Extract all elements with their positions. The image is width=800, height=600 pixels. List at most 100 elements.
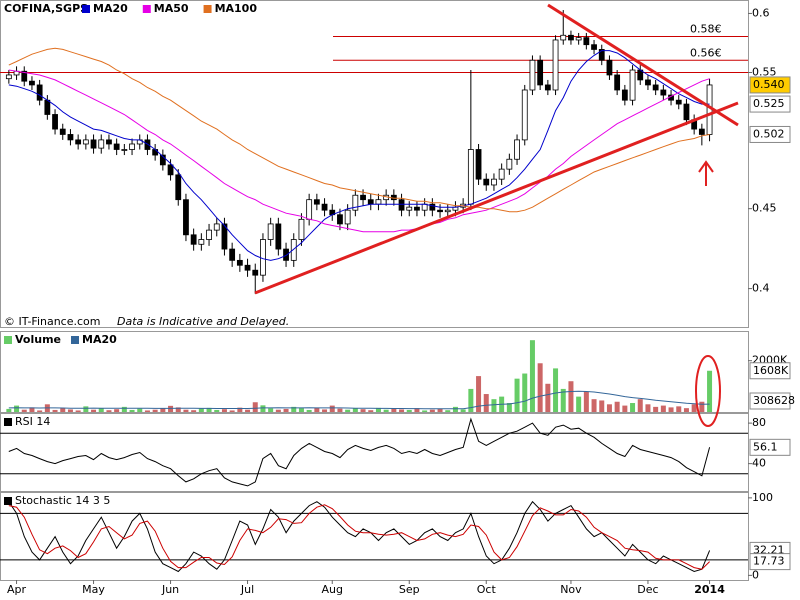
x-tick-label: 2014 (694, 583, 725, 596)
volume-bar (29, 407, 35, 412)
volume-bar (406, 409, 412, 412)
candle-body (267, 223, 274, 240)
volume-bar (637, 399, 643, 412)
volume-bar (514, 378, 520, 412)
volume-bar (452, 406, 458, 412)
y-tick-label: 0.45 (752, 202, 777, 215)
candle-body (491, 178, 497, 186)
legend-label: MA20 (93, 2, 128, 15)
volume-bar (429, 409, 435, 412)
resistance-trendline (547, 3, 739, 127)
volume-bar (676, 406, 682, 412)
volume-bar (306, 409, 312, 412)
candle-body (514, 139, 520, 160)
candle-body (375, 199, 382, 205)
candle-body (421, 203, 428, 211)
y-tick-label: 80 (752, 416, 766, 429)
y-tick-label: 40 (752, 457, 766, 470)
volume-bar (329, 405, 335, 412)
volume-bar (322, 409, 328, 412)
candle-body (144, 139, 151, 150)
price-panel-frame (0, 0, 749, 328)
candle-body (544, 84, 551, 91)
candle-body (59, 128, 66, 135)
ma-last-label: 0.502 (753, 127, 785, 140)
volume-bar (553, 368, 559, 412)
candle-body (437, 209, 443, 213)
volume-bar (260, 405, 266, 412)
candle-body (675, 99, 682, 105)
volume-bar (191, 410, 197, 412)
candle-body (506, 158, 513, 170)
candle-body (82, 139, 89, 145)
volume-bar (345, 409, 351, 412)
candle-body (260, 239, 266, 276)
candle-body (236, 259, 243, 266)
y-tick-label: 100 (752, 491, 773, 504)
candle-body (306, 199, 313, 220)
panel-title: Volume (15, 333, 61, 346)
legend-swatch (4, 497, 12, 505)
volume-bar (129, 409, 135, 412)
volume-bar (314, 407, 320, 412)
candle-body (629, 69, 636, 101)
volume-bar (214, 409, 220, 412)
volume-bar (491, 399, 497, 412)
indicator-line (8, 504, 710, 570)
volume-ma-last-label: 308628 (753, 394, 795, 407)
candle-body (98, 139, 105, 149)
candle-body (21, 70, 28, 82)
candle-body (352, 194, 359, 211)
volume-bar (622, 405, 628, 412)
volume-bar (606, 404, 612, 412)
candle-body (321, 203, 328, 211)
candle-body (190, 234, 197, 245)
ma-last-label-box (749, 95, 791, 113)
volume-bar (614, 401, 620, 412)
legend-swatch (142, 5, 151, 13)
candle-body (591, 44, 597, 50)
y-tick-label: 0 (752, 568, 759, 581)
volume-bar (168, 405, 174, 412)
candle-body (683, 103, 690, 121)
candle-body (313, 199, 320, 205)
indicator-last-label: 56.1 (753, 440, 778, 453)
candle-body (36, 84, 43, 101)
legend-swatch (82, 5, 90, 13)
candle-body (183, 199, 189, 236)
candle-body (337, 214, 343, 225)
candle-body (529, 59, 536, 91)
panel-title: Stochastic 14 3 5 (15, 494, 110, 507)
volume-bar (268, 408, 274, 412)
volume-bar (591, 399, 597, 412)
candle-body (498, 168, 505, 180)
candle-body (521, 89, 528, 141)
legend-label: MA20 (82, 333, 117, 346)
volume-bar (14, 405, 20, 412)
panel-title: RSI 14 (15, 415, 50, 428)
volume-ma-last-label-box (749, 392, 791, 410)
legend-swatch (203, 5, 212, 13)
chart-note: © IT-Finance.com (4, 315, 101, 328)
volume-bar (283, 408, 289, 412)
ma-last-label: 0.525 (753, 97, 785, 110)
volume-highlight (695, 355, 721, 427)
candle-body (621, 89, 628, 101)
candle-body (229, 248, 236, 261)
chart-note: Data is Indicative and Delayed. (117, 315, 289, 328)
x-tick-label: May (82, 583, 105, 596)
volume-bar (198, 408, 204, 412)
candle-body (568, 34, 574, 41)
volume-bar (707, 370, 713, 412)
candle-body (244, 264, 251, 271)
volume-bar (337, 408, 343, 412)
indicator-line (8, 417, 711, 487)
candle-body (698, 128, 705, 135)
candle-body (475, 149, 482, 180)
volume-bar (245, 409, 251, 412)
candle-body (614, 74, 621, 91)
x-tick-label: Nov (560, 583, 582, 596)
volume-bar (75, 410, 81, 412)
volume-bar (522, 373, 528, 412)
